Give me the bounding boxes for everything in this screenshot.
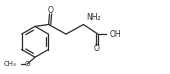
Text: NH₂: NH₂ — [86, 13, 101, 22]
Text: OH: OH — [110, 30, 121, 39]
Text: O: O — [94, 44, 100, 53]
Text: CH₃: CH₃ — [4, 61, 17, 67]
Text: O: O — [48, 6, 53, 15]
Text: O: O — [24, 61, 30, 67]
